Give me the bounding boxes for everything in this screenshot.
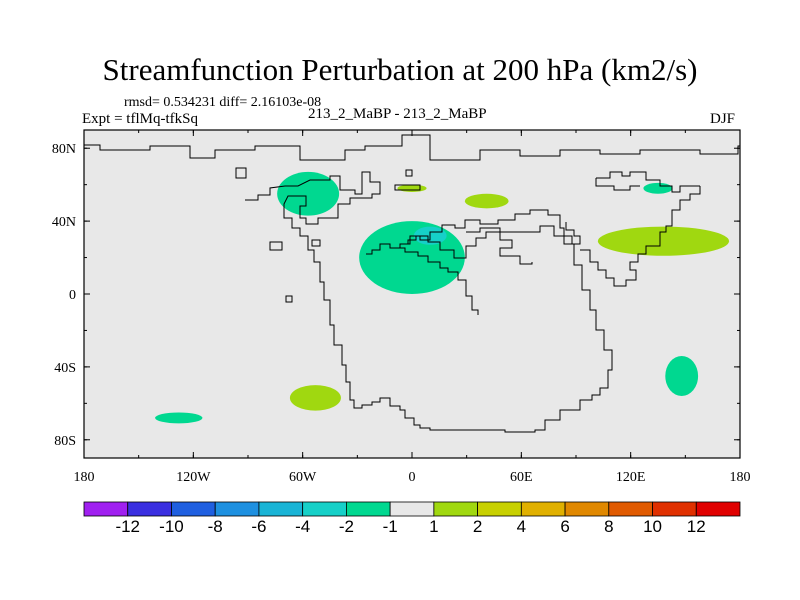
colorbar-label: 10 (643, 517, 662, 536)
island-west-small (311, 239, 321, 247)
colorbar-swatch (389, 501, 435, 517)
colorbar-swatch (302, 501, 347, 517)
y-tick-label: 80N (52, 142, 76, 157)
colorbar-label: -1 (383, 517, 398, 536)
colorbar-label: -2 (339, 517, 354, 536)
anomaly-region-7 (397, 184, 427, 192)
colorbar-label: 4 (517, 517, 526, 536)
colorbar-label: -12 (115, 517, 140, 536)
x-tick-label: 0 (409, 470, 416, 485)
colorbar-swatch (564, 501, 610, 517)
anomaly-layer (155, 171, 730, 424)
arctic-coastline (84, 134, 740, 161)
coastline-layer (84, 134, 740, 433)
y-tick-label: 0 (69, 288, 76, 303)
colorbar-swatch (345, 501, 391, 517)
anomaly-region-1 (277, 171, 340, 216)
northeast-coastline (596, 171, 700, 193)
colorbar-label: -10 (159, 517, 184, 536)
x-tick-label: 120E (616, 470, 646, 485)
colorbar-label: -4 (295, 517, 310, 536)
y-tick-label: 40N (52, 215, 76, 230)
colorbar-swatch (695, 501, 741, 517)
experiment-label: Expt = tflMq-tfkSq (82, 111, 198, 127)
colorbar-label: 8 (604, 517, 613, 536)
x-tick-label: 120W (176, 470, 211, 485)
season-label: DJF (710, 111, 736, 127)
colorbar-swatch (477, 501, 522, 517)
axis-ticks: 180 120W 60W 0 60E 120E 180 80N 40N 0 40S 80S (52, 130, 751, 485)
anomaly-region-5 (155, 412, 203, 424)
inlet-coastline (466, 222, 581, 245)
island-west (269, 241, 283, 251)
anomaly-region-2 (359, 221, 465, 294)
colorbar-label: 12 (687, 517, 706, 536)
colorbar-swatch (127, 501, 172, 517)
colorbar-label: -6 (251, 517, 266, 536)
colorbar-label: 2 (473, 517, 482, 536)
x-tick-label: 180 (730, 470, 751, 485)
northeast-inlet-coastline (595, 178, 640, 191)
colorbar-swatch (433, 501, 479, 517)
colorbar-swatch (171, 501, 216, 517)
anomaly-region-4 (643, 182, 673, 194)
colorbar-swatch (258, 501, 304, 517)
island-north (394, 184, 421, 191)
colorbar-swatch (608, 501, 653, 517)
x-tick-label: 180 (74, 470, 95, 485)
stats-text: rmsd= 0.534231 diff= 2.16103e-08 (124, 95, 322, 110)
peninsula-coastline (407, 231, 533, 265)
y-tick-label: 40S (54, 361, 76, 376)
island-north-small (405, 169, 413, 177)
case-label: 213_2_MaBP - 213_2_MaBP (308, 106, 487, 122)
anomaly-region-10 (597, 226, 730, 256)
inner-sea-coastline (396, 247, 479, 315)
colorbar-label: 6 (560, 517, 569, 536)
x-tick-label: 60W (289, 470, 317, 485)
anomaly-region-6 (665, 355, 699, 397)
colorbar-label: 1 (429, 517, 438, 536)
island-northwest (235, 167, 247, 179)
colorbar: -12 -10 -8 -6 -4 -2 -1 1 2 4 6 8 10 12 (83, 501, 741, 536)
plot-background (84, 130, 740, 458)
x-tick-label: 60E (510, 470, 533, 485)
colorbar-swatch (83, 501, 129, 517)
colorbar-swatch (214, 501, 260, 517)
eastern-bay-coastline (580, 186, 701, 287)
y-tick-label: 80S (54, 434, 76, 449)
anomaly-region-8 (464, 193, 509, 209)
anomaly-region-9 (289, 385, 341, 411)
colorbar-swatch (520, 501, 566, 517)
chart-title: Streamfunction Perturbation at 200 hPa (… (102, 52, 698, 87)
americas-coastline (245, 171, 613, 433)
colorbar-label: -8 (208, 517, 223, 536)
colorbar-swatch (652, 501, 697, 517)
island-tropical (285, 295, 293, 303)
